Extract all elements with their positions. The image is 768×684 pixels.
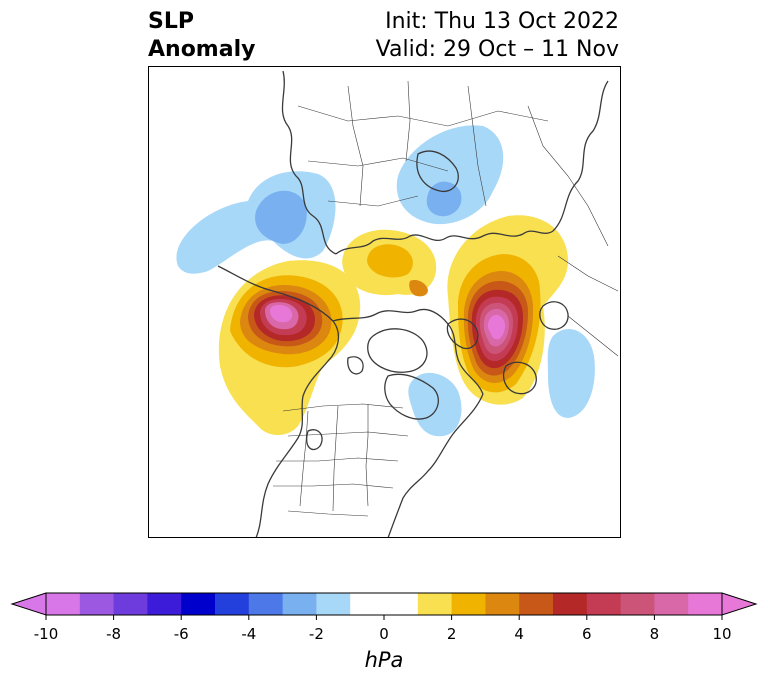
colorbar-tick-label: 6	[582, 625, 592, 643]
map-contents	[148, 66, 621, 538]
colorbar-tick-label: 10	[712, 625, 731, 643]
colorbar-tick-label: 4	[514, 625, 524, 643]
country-borders	[297, 80, 619, 357]
colorbar-cell	[248, 593, 284, 615]
map-frame	[148, 66, 621, 538]
colorbar-cell	[79, 593, 115, 615]
coastlines	[217, 70, 609, 538]
negative-anomaly-western-russia	[396, 125, 504, 225]
colorbar-cell	[181, 593, 216, 615]
positive-anomaly-scandinavia	[447, 215, 568, 405]
colorbar-tick-label: 2	[447, 625, 457, 643]
negative-anomaly-north-atlantic	[547, 328, 595, 418]
chart-title-left: SLP Anomaly	[148, 8, 255, 64]
colorbar-tick-label: 8	[650, 625, 660, 643]
colorbar-cell	[46, 593, 81, 615]
init-date-label: Init: Thu 13 Oct 2022	[385, 9, 619, 34]
colorbar-cell	[113, 593, 148, 615]
positive-anomaly-gulf-of-alaska	[218, 260, 361, 435]
colorbar-tick-label: -8	[106, 625, 121, 643]
colorbar-cell	[586, 593, 622, 615]
colorbar-cell	[282, 593, 317, 615]
colorbar: -10 -8 -6 -4 -2 0 2 4 6 8 10 hPa	[10, 592, 758, 672]
anomaly-map	[148, 66, 621, 538]
negative-anomaly-hudson-bay	[408, 372, 462, 437]
colorbar-cell	[350, 593, 385, 615]
negative-anomaly-east-asia	[176, 171, 336, 274]
colorbar-tick-label: -6	[174, 625, 189, 643]
title-field: Anomaly	[148, 37, 256, 62]
colorbar-tick-label: -2	[309, 625, 324, 643]
colorbar-tick-label: -10	[34, 625, 59, 643]
colorbar-ticks: -10 -8 -6 -4 -2 0 2 4 6 8 10	[34, 615, 732, 643]
colorbar-cell	[417, 593, 453, 615]
valid-period-label: Valid: 29 Oct – 11 Nov	[375, 37, 619, 62]
title-variable: SLP	[148, 9, 194, 34]
colorbar-cell	[620, 593, 655, 615]
colorbar-under-triangle	[10, 592, 47, 616]
colorbar-cell	[316, 593, 351, 615]
colorbar-cell	[688, 593, 723, 615]
colorbar-cell	[451, 593, 486, 615]
colorbar-tick-label: -4	[241, 625, 256, 643]
colorbar-over-triangle	[721, 592, 758, 616]
colorbar-cell	[215, 593, 250, 615]
map-edge-gap	[148, 286, 152, 316]
colorbar-cell	[147, 593, 182, 615]
colorbar-cell	[553, 593, 588, 615]
colorbar-cells	[10, 592, 758, 616]
colorbar-tick-label: 0	[379, 625, 389, 643]
chart-title-right: Init: Thu 13 Oct 2022 Valid: 29 Oct – 11…	[376, 8, 619, 64]
colorbar-unit-label: hPa	[365, 648, 404, 672]
colorbar-cell	[654, 593, 689, 615]
us-state-borders	[273, 403, 409, 517]
colorbar-cell	[384, 593, 419, 615]
colorbar-cell	[485, 593, 520, 615]
colorbar-cell	[519, 593, 554, 615]
